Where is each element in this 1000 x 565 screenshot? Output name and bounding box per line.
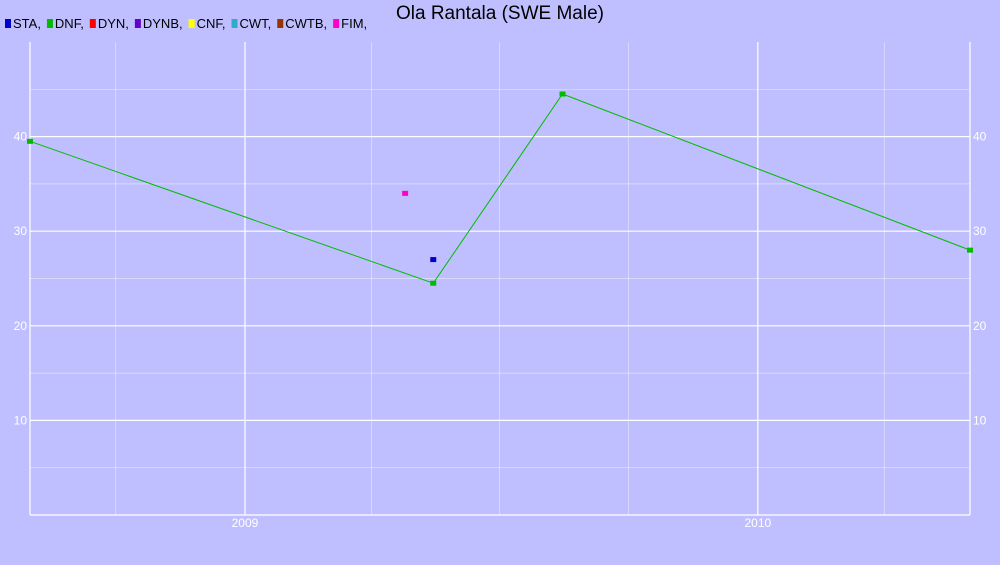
data-point-fim [402, 190, 409, 196]
y-tick-label-right: 40 [973, 130, 987, 144]
y-tick-label-left: 20 [14, 319, 28, 333]
legend-label-fim: FIM, [341, 16, 367, 31]
data-point-dnf [27, 138, 33, 144]
legend: STA, DNF, DYN, DYNB, CNF, CWT, CWTB, FIM, [5, 16, 367, 31]
legend-swatch-dnf [46, 19, 53, 28]
axes: 10 10 20 20 30 30 40 40 2009 2010 [14, 42, 987, 530]
legend-swatch-dyn [89, 19, 96, 28]
y-tick-label-left: 10 [14, 413, 28, 427]
legend-swatch-cwtb [277, 19, 284, 28]
y-tick-label-left: 40 [14, 130, 28, 144]
x-tick-label: 2010 [744, 516, 771, 530]
legend-label-dyn: DYN, [98, 16, 129, 31]
legend-swatch-fim [333, 19, 340, 28]
legend-swatch-dynb [134, 19, 141, 28]
y-tick-label-left: 30 [14, 224, 28, 238]
legend-label-cnf: CNF, [197, 16, 226, 31]
legend-swatch-cwt [231, 19, 238, 28]
legend-swatch-sta [5, 19, 11, 28]
y-tick-label-right: 30 [973, 224, 987, 238]
legend-label-dynb: DYNB, [143, 16, 183, 31]
grid [30, 42, 970, 515]
legend-label-cwtb: CWTB, [285, 16, 327, 31]
series-layer [27, 91, 973, 286]
legend-label-cwt: CWT, [239, 16, 271, 31]
chart-title: Ola Rantala (SWE Male) [396, 3, 604, 24]
y-tick-label-right: 20 [973, 319, 987, 333]
legend-swatch-cnf [188, 19, 195, 28]
legend-label-sta: STA, [13, 16, 41, 31]
x-tick-label: 2009 [232, 516, 259, 530]
data-point-sta [430, 257, 437, 263]
y-tick-label-right: 10 [973, 413, 987, 427]
data-point-dnf [430, 280, 437, 286]
series-line-dnf [29, 93, 971, 284]
data-point-dnf [967, 247, 973, 253]
data-point-dnf [559, 91, 566, 97]
legend-label-dnf: DNF, [55, 16, 84, 31]
